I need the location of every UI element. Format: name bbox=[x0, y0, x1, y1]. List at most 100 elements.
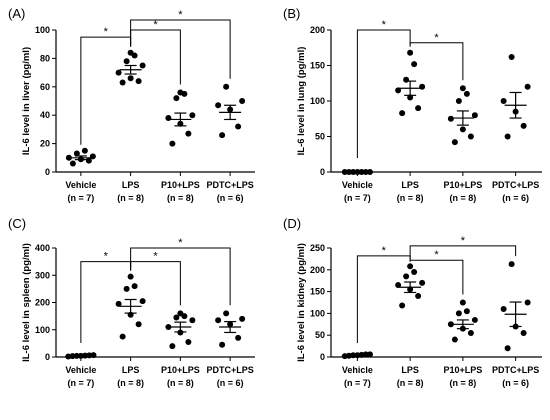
x-category-label: P10+LPS bbox=[161, 180, 200, 190]
data-point bbox=[119, 333, 126, 340]
y-tick-label: 0 bbox=[320, 352, 325, 362]
data-point bbox=[451, 336, 458, 343]
data-point bbox=[169, 140, 176, 147]
data-point bbox=[185, 130, 192, 137]
x-category-label: P10+LPS bbox=[443, 365, 482, 375]
x-group-n-label: (n = 8) bbox=[167, 378, 194, 388]
significance-bracket bbox=[130, 261, 181, 306]
x-group-n-label: (n = 6) bbox=[217, 193, 244, 203]
data-point bbox=[165, 324, 172, 331]
y-tick-label: 250 bbox=[310, 243, 325, 253]
x-category-label: Vehicle bbox=[342, 365, 373, 375]
data-point bbox=[524, 299, 531, 306]
data-point bbox=[235, 334, 242, 341]
data-point bbox=[135, 78, 142, 85]
data-point bbox=[407, 263, 414, 270]
data-point bbox=[115, 69, 122, 76]
significance-star: * bbox=[104, 26, 109, 38]
data-point bbox=[459, 299, 466, 306]
data-point bbox=[403, 273, 410, 280]
significance-bracket bbox=[356, 255, 411, 343]
y-tick-label: 100 bbox=[35, 325, 50, 335]
x-group-n-label: (n = 8) bbox=[397, 193, 424, 203]
significance-bracket bbox=[409, 245, 517, 261]
data-point bbox=[189, 317, 196, 324]
data-point bbox=[177, 89, 184, 96]
significance-star: * bbox=[153, 19, 158, 31]
data-point bbox=[395, 87, 402, 94]
data-point bbox=[90, 352, 97, 359]
significance-star: * bbox=[178, 9, 183, 21]
data-point bbox=[362, 351, 369, 358]
data-point bbox=[463, 308, 470, 315]
data-point bbox=[81, 147, 88, 154]
data-point bbox=[135, 321, 142, 328]
y-tick-label: 50 bbox=[315, 132, 325, 142]
y-tick-label: 200 bbox=[35, 298, 50, 308]
data-point bbox=[411, 61, 418, 68]
x-group-n-label: (n = 8) bbox=[449, 193, 476, 203]
panel-label: (D) bbox=[283, 216, 301, 231]
panel-label: (C) bbox=[8, 216, 26, 231]
data-point bbox=[407, 49, 414, 56]
panel-1: (B) 0 50 100 150 200 IL-6 level in lung (pg/ml… bbox=[283, 6, 542, 203]
data-point bbox=[415, 292, 422, 299]
x-category-label: PDTC+LPS bbox=[492, 180, 539, 190]
data-point bbox=[407, 94, 414, 101]
data-point bbox=[508, 261, 515, 268]
y-tick-label: 0 bbox=[45, 167, 50, 177]
y-tick-label: 100 bbox=[35, 25, 50, 35]
significance-bracket bbox=[130, 19, 231, 79]
data-point bbox=[139, 62, 146, 69]
data-point bbox=[508, 53, 515, 60]
data-point bbox=[500, 98, 507, 104]
y-tick-label: 150 bbox=[310, 61, 325, 71]
x-group-n-label: (n = 8) bbox=[117, 378, 144, 388]
data-point bbox=[185, 339, 192, 346]
data-point bbox=[366, 351, 373, 358]
significance-star: * bbox=[434, 32, 439, 44]
x-group-n-label: (n = 7) bbox=[344, 378, 371, 388]
data-point bbox=[127, 75, 134, 82]
data-point bbox=[504, 133, 511, 140]
x-group-n-label: (n = 7) bbox=[67, 378, 94, 388]
data-point bbox=[235, 123, 242, 130]
data-point bbox=[459, 85, 466, 92]
data-point bbox=[89, 153, 96, 160]
data-point bbox=[411, 268, 418, 275]
data-point bbox=[189, 112, 196, 119]
data-point bbox=[65, 154, 72, 161]
x-group-n-label: (n = 6) bbox=[217, 378, 244, 388]
data-point bbox=[341, 169, 348, 175]
panel-0: (A) 0 20 40 60 80 100 IL-6 level in liver (pg/m… bbox=[8, 6, 255, 203]
data-point bbox=[500, 306, 507, 313]
data-point bbox=[223, 83, 230, 90]
x-category-label: LPS bbox=[122, 180, 140, 190]
x-group-n-label: (n = 6) bbox=[502, 378, 529, 388]
significance-star: * bbox=[153, 251, 158, 263]
y-axis-title: IL-6 level in kidney (pg/ml) bbox=[296, 243, 307, 362]
x-category-label: P10+LPS bbox=[161, 365, 200, 375]
y-tick-label: 50 bbox=[315, 330, 325, 340]
data-point bbox=[119, 79, 126, 86]
data-point bbox=[169, 343, 176, 350]
data-point bbox=[139, 298, 146, 305]
data-point bbox=[403, 76, 410, 83]
data-point bbox=[173, 314, 180, 321]
data-point bbox=[215, 102, 222, 109]
data-point bbox=[73, 150, 80, 157]
x-category-label: P10+LPS bbox=[443, 180, 482, 190]
x-category-label: Vehicle bbox=[65, 365, 96, 375]
y-tick-label: 0 bbox=[320, 167, 325, 177]
data-point bbox=[123, 58, 130, 65]
y-axis-title: IL-6 level in lung (pg/ml) bbox=[296, 47, 307, 156]
data-point bbox=[219, 132, 226, 139]
data-point bbox=[520, 330, 527, 337]
data-point bbox=[177, 310, 184, 317]
data-point bbox=[123, 285, 130, 292]
significance-bracket bbox=[409, 42, 464, 81]
data-point bbox=[520, 122, 527, 129]
x-group-n-label: (n = 7) bbox=[344, 193, 371, 203]
y-tick-label: 100 bbox=[310, 96, 325, 106]
